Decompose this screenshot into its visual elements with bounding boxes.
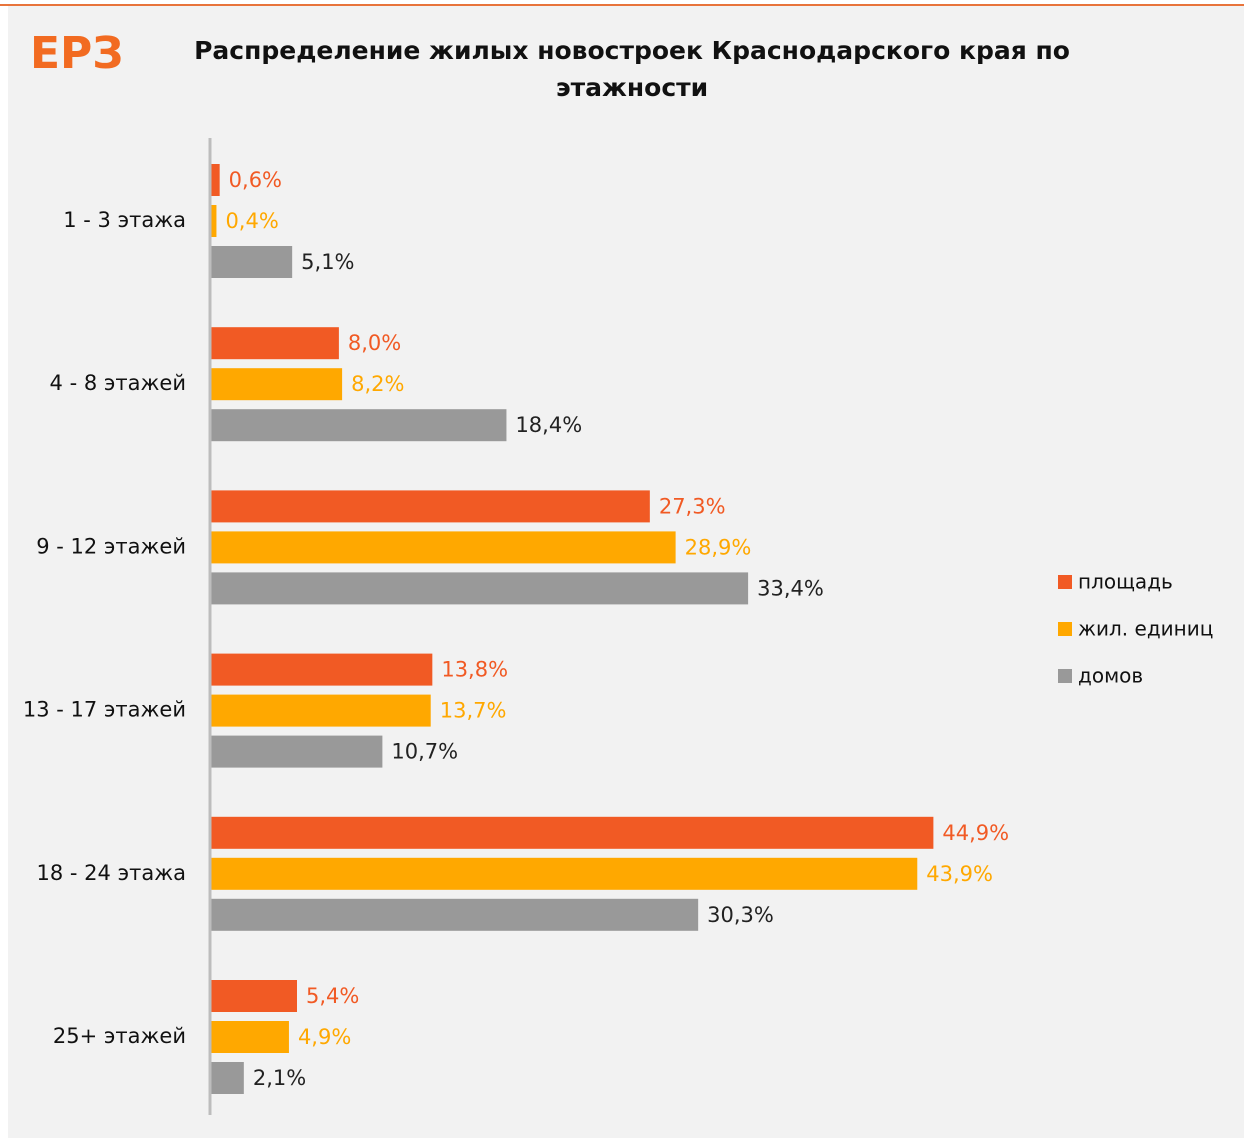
bar	[210, 653, 433, 686]
data-label: 5,4%	[306, 984, 359, 1008]
bar	[210, 857, 918, 890]
legend-swatch	[1058, 575, 1072, 589]
panel	[8, 6, 1244, 1138]
data-label: 27,3%	[659, 494, 726, 518]
legend-label: площадь	[1078, 570, 1173, 594]
data-label: 10,7%	[391, 740, 458, 764]
bar	[210, 816, 934, 849]
y-tick-label: 13 - 17 этажей	[23, 698, 186, 722]
y-tick-label: 1 - 3 этажа	[63, 208, 186, 232]
bar	[210, 327, 339, 360]
data-label: 28,9%	[685, 535, 752, 559]
bar	[210, 368, 343, 401]
data-label: 30,3%	[707, 903, 774, 927]
data-label: 0,6%	[229, 168, 282, 192]
legend-swatch	[1058, 669, 1072, 683]
data-label: 8,0%	[348, 331, 401, 355]
bar	[210, 694, 431, 727]
data-label: 18,4%	[515, 413, 582, 437]
legend-swatch	[1058, 622, 1072, 636]
y-tick-label: 4 - 8 этажей	[50, 371, 186, 395]
data-label: 2,1%	[253, 1066, 306, 1090]
y-tick-label: 9 - 12 этажей	[36, 534, 186, 558]
y-tick-label: 18 - 24 этажа	[37, 861, 186, 885]
logo: ЕРЗ	[30, 28, 124, 79]
bar	[210, 735, 383, 768]
bar	[210, 205, 217, 237]
bar	[210, 1021, 289, 1053]
chart-title: Распределение жилых новостроек Краснодар…	[194, 36, 1070, 65]
data-label: 43,9%	[926, 862, 993, 886]
data-label: 5,1%	[301, 250, 354, 274]
bar	[210, 164, 220, 196]
data-label: 13,7%	[440, 699, 507, 723]
bar	[210, 980, 297, 1012]
data-label: 0,4%	[225, 209, 278, 233]
y-tick-label: 25+ этажей	[53, 1024, 186, 1048]
data-label: 8,2%	[351, 372, 404, 396]
bar	[210, 531, 676, 564]
data-label: 33,4%	[757, 576, 824, 600]
data-label: 44,9%	[942, 821, 1009, 845]
bar	[210, 898, 699, 931]
data-label: 13,8%	[441, 658, 508, 682]
bar	[210, 246, 293, 278]
bar	[210, 490, 650, 523]
legend-label: жил. единиц	[1078, 617, 1213, 641]
bar	[210, 1062, 244, 1094]
legend-label: домов	[1078, 664, 1143, 688]
chart-title: этажности	[556, 73, 708, 102]
bar	[210, 409, 507, 442]
bar	[210, 572, 749, 605]
data-label: 4,9%	[298, 1025, 351, 1049]
